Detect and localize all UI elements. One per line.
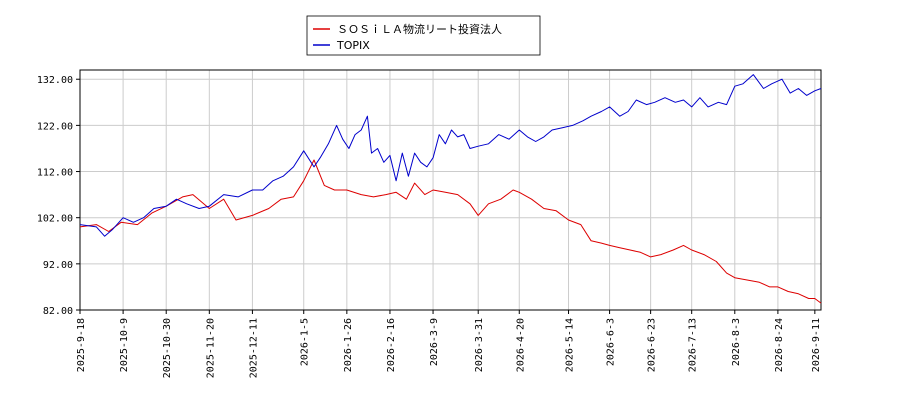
y-tick-label: 92.00 [43,260,73,271]
y-tick-label: 122.00 [37,121,73,132]
x-tick-label: 2025-12-11 [248,318,259,378]
x-tick-label: 2026-7-13 [688,318,699,372]
plot-frame [79,69,822,311]
series-line-2 [79,74,822,237]
x-tick-label: 2025-11-20 [205,318,216,378]
x-axis: 2025-9-18 2025-10-9 2025-10-30 2025-11-20 20… [76,310,822,378]
x-tick-label: 2026-4-20 [515,318,526,372]
y-tick-label: 102.00 [37,214,73,225]
y-tick-label: 112.00 [37,168,73,179]
x-tick-label: 2025-10-30 [162,318,173,378]
x-tick-label: 2026-3-9 [429,318,440,366]
legend-label-series-2: TOPIX [336,39,370,52]
x-tick-label: 2025-9-18 [76,318,87,372]
x-tick-label: 2026-9-11 [811,318,822,372]
x-tick-label: 2026-3-31 [474,318,485,372]
series-line-1 [79,159,822,304]
series-layer [79,74,822,304]
x-tick-label: 2026-8-24 [774,318,785,372]
legend: ＳＯＳｉＬＡ物流リート投資法人 TOPIX [306,15,541,56]
legend-box [306,15,541,56]
x-tick-label: 2025-10-9 [119,318,130,372]
y-axis: 82.00 92.00 102.00 112.00 122.00 132.00 [37,75,80,317]
x-tick-label: 2026-6-23 [647,318,658,372]
x-tick-label: 2026-1-5 [300,318,311,366]
y-tick-label: 82.00 [43,306,73,317]
y-tick-label: 132.00 [37,75,73,86]
legend-label-series-1: ＳＯＳｉＬＡ物流リート投資法人 [337,22,502,36]
x-tick-label: 2026-1-26 [343,318,354,372]
x-tick-label: 2026-5-14 [565,318,576,372]
x-tick-label: 2026-6-3 [606,318,617,366]
x-tick-label: 2026-8-3 [731,318,742,366]
x-tick-label: 2026-2-16 [386,318,397,372]
